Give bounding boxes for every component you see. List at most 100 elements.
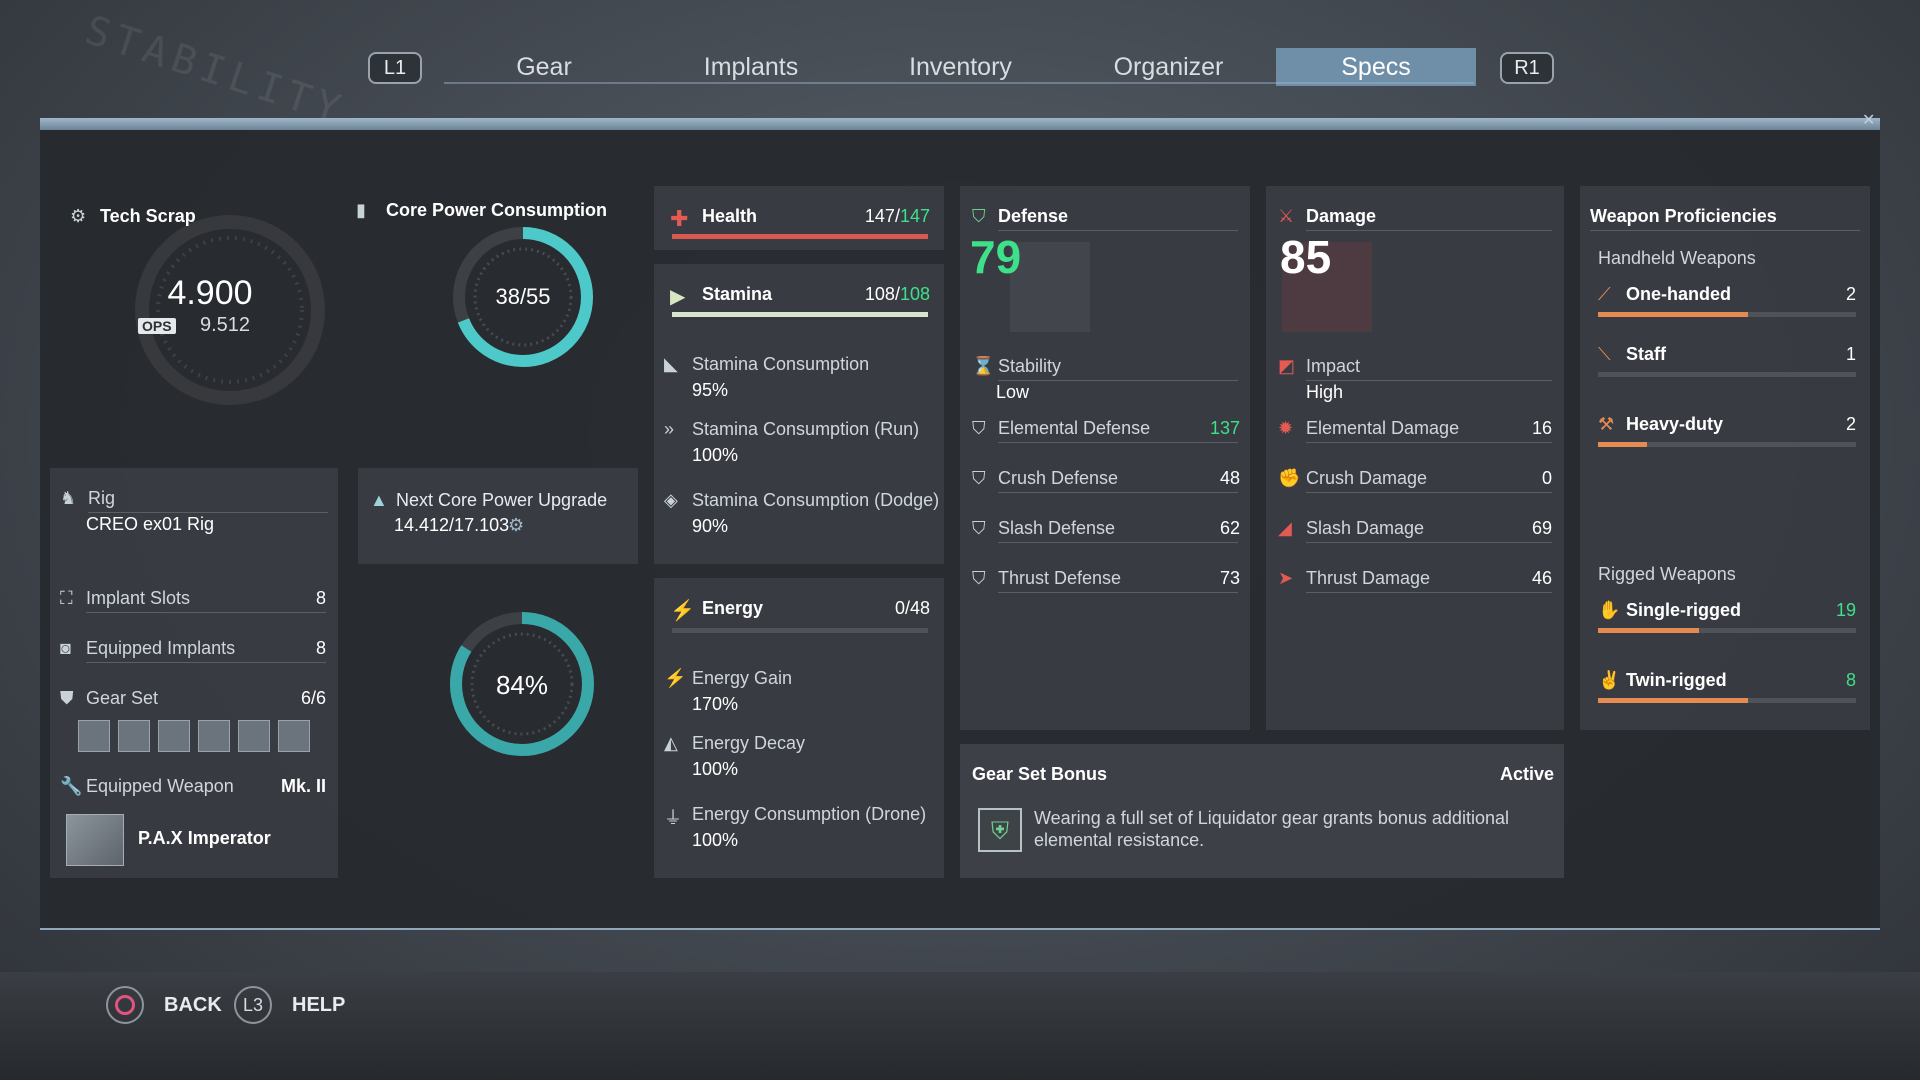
stability-value: Low — [996, 382, 1030, 402]
damage-separator — [1306, 230, 1552, 231]
core-power-title: Core Power Consumption — [386, 200, 608, 220]
implant-slots-separator — [86, 612, 326, 613]
gear-piece-icon[interactable] — [78, 720, 110, 752]
heavy-duty-label: Heavy-duty — [1626, 414, 1724, 434]
stamina-consumption-value: 95% — [692, 380, 729, 400]
l1-button[interactable]: L1 — [368, 52, 422, 84]
impact-label: Impact — [1306, 356, 1361, 376]
stamina-consumption-label: Stamina Consumption — [692, 354, 870, 374]
twin-rigged-label: Twin-rigged — [1626, 670, 1727, 690]
impact-icon: ◩ — [1278, 356, 1296, 376]
energy-drone-value: 100% — [692, 830, 739, 850]
health-panel: ✚ Health 147/147 — [654, 186, 944, 250]
r1-button[interactable]: R1 — [1500, 52, 1554, 84]
triangle-up-icon: ▲ — [370, 490, 388, 510]
twin-rigged-bar — [1598, 698, 1856, 703]
stability-icon: ⌛ — [972, 356, 995, 376]
rig-label: Rig — [88, 488, 116, 508]
equipped-implants-separator — [86, 662, 326, 663]
stamina-run-value: 100% — [692, 445, 739, 465]
bar-chart-icon: ▮ — [356, 200, 366, 220]
percent-gauge-text: 84% — [495, 670, 549, 700]
gear-piece-icon[interactable] — [198, 720, 230, 752]
handheld-weapons-title: Handheld Weapons — [1598, 248, 1756, 268]
slash-damage-separator — [1306, 542, 1552, 543]
gear-set-bonus-line1: Wearing a full set of Liquidator gear gr… — [1034, 808, 1509, 828]
energy-label: Energy — [702, 598, 764, 618]
health-cross-icon: ✚ — [670, 206, 689, 231]
crush-damage-label: Crush Damage — [1306, 468, 1428, 488]
stamina-label: Stamina — [702, 284, 773, 304]
damage-graphic — [1282, 242, 1372, 332]
weapon-thumbnail[interactable] — [66, 814, 124, 866]
tech-scrap-small-icon: ⚙ — [508, 515, 525, 535]
slash-defense-icon: ⛉ — [972, 518, 986, 538]
defense-graphic — [1010, 242, 1090, 332]
staff-icon: ⟍ — [1598, 344, 1611, 364]
stamina-consumption-icon: ◣ — [664, 354, 678, 374]
impact-separator — [1306, 380, 1552, 381]
frame-bottom-line — [40, 928, 1880, 930]
energy-panel: ⚡ Energy 0/48 ⚡ Energy Gain 170% ◭ Energ… — [654, 578, 944, 878]
tab-specs[interactable]: Specs — [1276, 48, 1476, 86]
slash-damage-label: Slash Damage — [1306, 518, 1425, 538]
gear-set-bonus-line2: elemental resistance. — [1034, 830, 1205, 850]
equipped-implants-icon: ◙ — [60, 638, 71, 658]
defense-panel: ⛉ Defense 79 ⌛ Stability Low ⛉ Elemental… — [960, 186, 1250, 730]
implant-slots-icon: ⛶ — [60, 588, 73, 608]
elemental-damage-label: Elemental Damage — [1306, 418, 1460, 438]
footer-bar — [0, 972, 1920, 1080]
heavy-duty-bar — [1598, 442, 1856, 447]
gear-piece-icon[interactable] — [158, 720, 190, 752]
tab-gear[interactable]: Gear — [516, 53, 572, 81]
damage-value: 85 — [1280, 231, 1332, 283]
elemental-defense-icon: ⛉ — [972, 418, 986, 438]
energy-gain-value: 170% — [692, 694, 739, 714]
one-handed-level: 2 — [1845, 284, 1856, 304]
defense-title: Defense — [998, 206, 1069, 226]
gear-piece-icon[interactable] — [238, 720, 270, 752]
tab-implants[interactable]: Implants — [703, 53, 799, 81]
thrust-defense-icon: ⛉ — [972, 568, 986, 588]
thrust-damage-value: 46 — [1531, 568, 1552, 588]
dodge-icon: ◈ — [664, 490, 678, 510]
slash-damage-value: 69 — [1531, 518, 1552, 538]
slash-defense-value: 62 — [1219, 518, 1240, 538]
health-value: 147/147 — [864, 206, 930, 226]
proficiencies-panel: Weapon Proficiencies Handheld Weapons ⟋ … — [1580, 186, 1870, 730]
heavy-duty-icon: ⚒ — [1598, 414, 1615, 434]
gear-set-bonus-panel: Gear Set Bonus Active ⛨ Wearing a full s… — [960, 744, 1564, 878]
gear-set-bonus-title: Gear Set Bonus — [972, 764, 1108, 784]
one-handed-label: One-handed — [1626, 284, 1732, 304]
wrench-icon: 🔧 — [60, 776, 83, 796]
stamina-panel: ▶ Stamina 108/108 ◣ Stamina Consumption … — [654, 264, 944, 564]
gear-set-label: Gear Set — [86, 688, 159, 708]
damage-panel: ⚔ Damage 85 ◩ Impact High ✹ Elemental Da… — [1266, 186, 1564, 730]
tab-inventory[interactable]: Inventory — [909, 53, 1012, 81]
crush-damage-icon: ✊ — [1278, 468, 1301, 488]
stability-separator — [998, 380, 1238, 381]
energy-gain-icon: ⚡ — [664, 668, 687, 688]
next-upgrade-panel: ▲ Next Core Power Upgrade 14.412/17.103 … — [358, 468, 638, 564]
help-label[interactable]: HELP — [292, 994, 346, 1016]
gear-piece-icon[interactable] — [118, 720, 150, 752]
tech-scrap-title: Tech Scrap — [100, 206, 196, 226]
elemental-damage-separator — [1306, 442, 1552, 443]
single-rigged-icon: ✋ — [1598, 600, 1621, 620]
equipped-weapon-label: Equipped Weapon — [86, 776, 234, 796]
tab-organizer[interactable]: Organizer — [1113, 53, 1224, 81]
circle-button-icon[interactable] — [106, 986, 144, 1024]
single-rigged-level: 19 — [1835, 600, 1856, 620]
slash-defense-label: Slash Defense — [998, 518, 1116, 538]
energy-decay-value: 100% — [692, 759, 739, 779]
close-icon[interactable]: ✕ — [1862, 112, 1876, 129]
impact-value: High — [1306, 382, 1344, 402]
rig-icon: ♞ — [60, 488, 77, 508]
ops-badge: OPS — [138, 318, 176, 334]
shield-icon: ⛉ — [972, 206, 986, 226]
l3-button[interactable]: L3 — [234, 986, 272, 1024]
gear-piece-icon[interactable] — [278, 720, 310, 752]
crush-damage-separator — [1306, 492, 1552, 493]
single-rigged-label: Single-rigged — [1626, 600, 1742, 620]
back-label[interactable]: BACK — [164, 994, 222, 1016]
